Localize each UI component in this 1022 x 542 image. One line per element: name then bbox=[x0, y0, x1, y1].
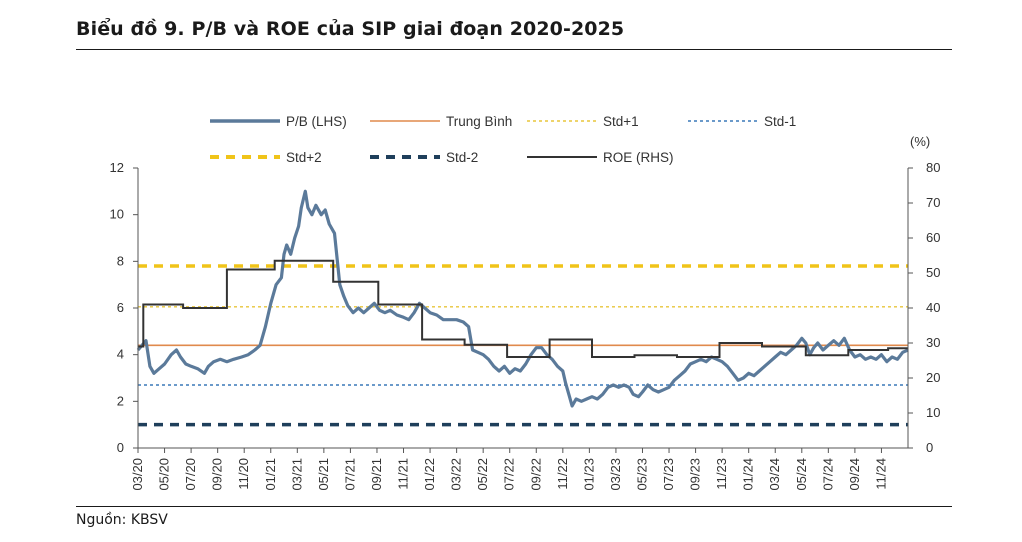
roe-series-line bbox=[138, 259, 908, 358]
pb-series-line bbox=[136, 189, 909, 408]
x-tick-label: 07/22 bbox=[502, 458, 517, 491]
right-tick-label: 10 bbox=[926, 405, 940, 420]
series-layer bbox=[136, 189, 909, 408]
chart-title: Biểu đồ 9. P/B và ROE của SIP giai đoạn … bbox=[76, 18, 625, 40]
x-tick-label: 07/24 bbox=[820, 458, 835, 491]
x-tick-label: 01/21 bbox=[263, 458, 278, 491]
x-tick-label: 05/23 bbox=[634, 458, 649, 491]
x-tick-label: 09/20 bbox=[210, 458, 225, 491]
legend-label: Trung Bình bbox=[446, 114, 512, 129]
x-tick-label: 05/24 bbox=[794, 458, 809, 491]
x-tick-label: 07/20 bbox=[183, 458, 198, 491]
left-tick-label: 4 bbox=[117, 347, 124, 362]
title-divider bbox=[76, 49, 952, 50]
x-tick-label: 09/22 bbox=[528, 458, 543, 491]
x-tick-label: 11/23 bbox=[714, 458, 729, 490]
x-tick-label: 01/23 bbox=[581, 458, 596, 491]
right-tick-label: 80 bbox=[926, 160, 940, 175]
right-tick-label: 70 bbox=[926, 195, 940, 210]
x-tick-label: 03/21 bbox=[289, 458, 304, 491]
x-tick-label: 03/20 bbox=[130, 458, 145, 491]
x-tick-label: 11/20 bbox=[236, 458, 251, 490]
right-tick-label: 20 bbox=[926, 370, 940, 385]
x-tick-label: 11/22 bbox=[555, 458, 570, 490]
x-tick-label: 09/24 bbox=[847, 458, 862, 491]
right-axis-unit: (%) bbox=[910, 134, 930, 149]
axes: 0 2 4 6 8 10 12 0 10 20 30 40 50 60 70 80 (%) 03/20 05/20 0… bbox=[110, 134, 941, 491]
left-tick-label: 0 bbox=[117, 440, 124, 455]
x-tick-label: 03/22 bbox=[449, 458, 464, 491]
legend-label: Std+2 bbox=[286, 150, 322, 165]
right-tick-label: 50 bbox=[926, 265, 940, 280]
legend-label: P/B (LHS) bbox=[286, 114, 347, 129]
left-tick-label: 2 bbox=[117, 393, 124, 408]
x-tick-label: 05/20 bbox=[157, 458, 172, 491]
left-tick-label: 6 bbox=[117, 300, 124, 315]
x-tick-label: 03/24 bbox=[767, 458, 782, 491]
x-tick-label: 11/24 bbox=[873, 458, 888, 490]
right-tick-label: 30 bbox=[926, 335, 940, 350]
x-tick-label: 09/21 bbox=[369, 458, 384, 491]
legend: P/B (LHS) Trung Bình Std+1 Std-1 Std+2 Std-2 R… bbox=[210, 114, 796, 165]
x-tick-label: 11/21 bbox=[396, 458, 411, 490]
x-tick-label: 05/21 bbox=[316, 458, 331, 491]
x-tick-label: 09/23 bbox=[688, 458, 703, 491]
x-tick-label: 01/22 bbox=[422, 458, 437, 491]
reference-lines bbox=[138, 264, 908, 427]
right-tick-label: 60 bbox=[926, 230, 940, 245]
x-tick-label: 05/22 bbox=[475, 458, 490, 491]
x-tick-label: 07/21 bbox=[342, 458, 357, 491]
x-tick-label: 01/24 bbox=[741, 458, 756, 491]
legend-label: ROE (RHS) bbox=[603, 150, 674, 165]
source-divider bbox=[76, 506, 952, 507]
right-tick-label: 40 bbox=[926, 300, 940, 315]
legend-label: Std-2 bbox=[446, 150, 478, 165]
x-tick-label: 03/23 bbox=[608, 458, 623, 491]
left-tick-label: 8 bbox=[117, 253, 124, 268]
source-note: Nguồn: KBSV bbox=[76, 512, 168, 528]
legend-label: Std-1 bbox=[764, 114, 796, 129]
left-tick-label: 12 bbox=[110, 160, 124, 175]
left-tick-label: 10 bbox=[110, 207, 124, 222]
legend-label: Std+1 bbox=[603, 114, 639, 129]
right-tick-label: 0 bbox=[926, 440, 933, 455]
x-tick-label: 07/23 bbox=[661, 458, 676, 491]
